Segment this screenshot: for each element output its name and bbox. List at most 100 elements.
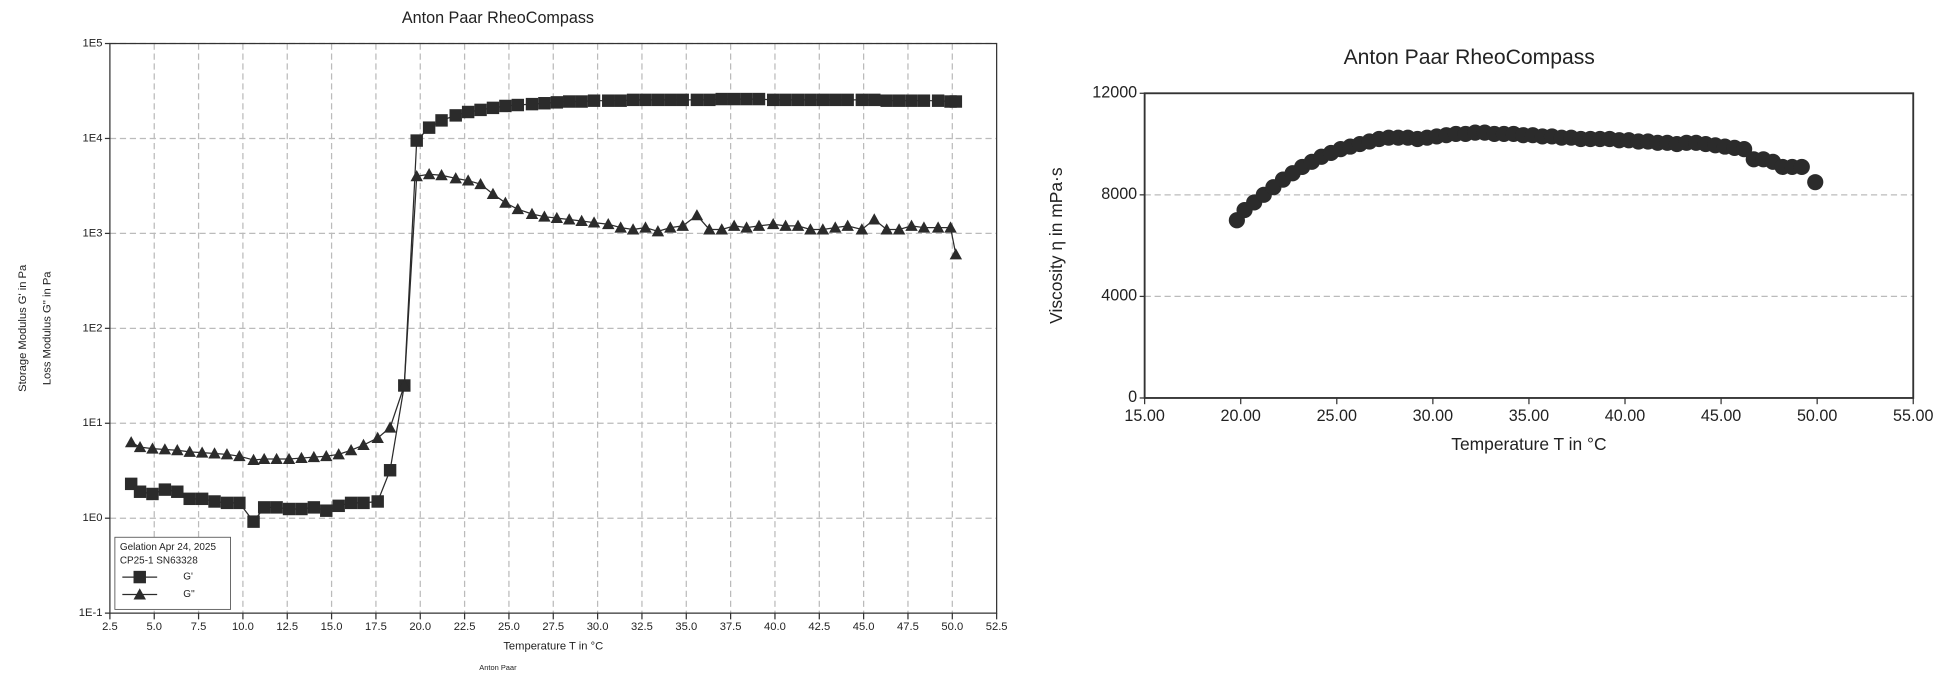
marker [892,94,906,107]
marker [133,485,147,498]
y-axis-label: Storage Modulus G' in Pa [17,264,29,392]
x-tick-label: 35.00 [1509,407,1549,425]
y-tick-label: 1E1 [83,417,103,429]
x-tick-label: 50.00 [1797,407,1837,425]
x-tick-label: 10.0 [232,621,254,633]
marker [917,221,931,233]
legend-label: G'' [183,589,195,600]
marker [587,94,601,107]
marker [461,105,475,119]
marker [220,496,234,510]
x-tick-label: 12.5 [276,621,298,633]
marker [270,452,283,465]
y-tick-label: 1E5 [83,37,103,49]
marker [435,114,448,127]
y-tick-label: 1E-1 [79,607,103,619]
marker [124,436,138,448]
marker [602,94,615,107]
marker [511,202,525,215]
marker [829,221,842,233]
marker [804,223,817,235]
marker [664,221,677,233]
marker [727,219,741,231]
marker [320,449,333,462]
marker [133,588,146,600]
marker [499,196,512,208]
x-tick-label: 35.0 [675,621,697,633]
marker [195,492,209,506]
marker [880,223,893,235]
marker [752,92,766,106]
marker [1736,141,1753,158]
marker [575,95,588,108]
marker [233,496,246,510]
marker [892,223,906,235]
marker [841,219,854,231]
marker [158,443,172,455]
marker [171,444,184,456]
x-tick-label: 42.5 [808,621,830,633]
marker [676,93,689,107]
marker [791,93,805,107]
marker [715,92,728,106]
marker [220,448,234,460]
marker [931,94,945,107]
marker [133,570,146,584]
marker [614,94,627,107]
marker [816,93,830,107]
marker [383,421,397,433]
marker [486,101,500,115]
marker [146,442,159,454]
marker [486,187,500,199]
marker [344,496,358,510]
marker [791,219,805,231]
marker [410,134,423,147]
x-tick-label: 32.5 [631,621,653,633]
x-tick-label: 30.0 [587,621,609,633]
marker [690,93,704,107]
marker [587,216,601,228]
x-tick-label: 45.0 [853,621,875,633]
marker [868,213,881,225]
chart-title: Anton Paar RheoCompass [402,9,594,27]
marker [307,501,321,514]
marker [357,438,370,450]
marker [626,93,640,107]
x-tick-label: 55.00 [1893,407,1933,425]
x-axis-label: Temperature T in °C [1451,434,1606,454]
marker [949,248,963,260]
x-tick-label: 5.0 [146,621,162,633]
marker [208,495,221,508]
marker [332,499,345,513]
y-tick-label: 4000 [1101,287,1137,305]
marker [905,94,918,107]
marker [676,219,689,231]
marker [1793,158,1810,175]
marker [690,209,704,221]
x-tick-label: 47.5 [897,621,919,633]
x-tick-label: 30.00 [1413,407,1453,425]
marker [208,447,221,459]
marker [474,103,487,117]
marker [422,121,436,134]
marker [538,210,551,222]
marker [651,225,665,237]
marker [905,219,918,231]
legend-title: CP25-1 SN63328 [120,556,198,567]
x-tick-label: 22.5 [454,621,476,633]
legend-title: Gelation Apr 24, 2025 [120,542,217,553]
x-tick-label: 20.00 [1220,407,1260,425]
marker [422,168,436,180]
marker [740,221,753,233]
marker [855,223,869,235]
marker [703,223,716,235]
marker [270,501,283,514]
chart-title: Anton Paar RheoCompass [1344,46,1595,69]
marker [449,172,462,184]
marker [257,501,271,514]
x-tick-label: 25.00 [1317,407,1357,425]
x-tick-label: 17.5 [365,621,387,633]
x-tick-label: 52.5 [986,621,1008,633]
legend-label: G' [183,572,193,583]
